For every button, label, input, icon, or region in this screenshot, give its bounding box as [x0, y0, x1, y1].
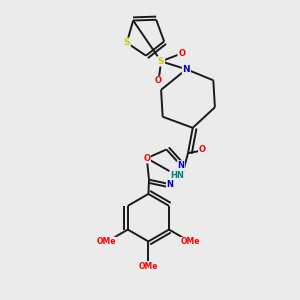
Text: O: O: [143, 154, 150, 163]
Text: N: N: [183, 65, 190, 74]
Text: OMe: OMe: [97, 237, 116, 246]
Text: OMe: OMe: [139, 262, 158, 271]
Text: N: N: [177, 161, 184, 170]
Text: OMe: OMe: [181, 237, 200, 246]
Text: O: O: [178, 49, 185, 58]
Text: S: S: [158, 57, 164, 66]
Text: O: O: [199, 146, 206, 154]
Text: S: S: [124, 38, 130, 47]
Text: O: O: [155, 76, 162, 85]
Text: N: N: [167, 180, 174, 189]
Text: HN: HN: [170, 171, 184, 180]
